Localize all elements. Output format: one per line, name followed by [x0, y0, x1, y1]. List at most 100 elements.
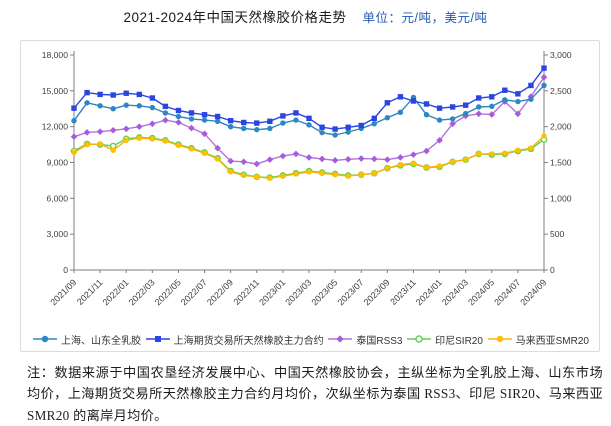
- legend-square-icon: [145, 336, 170, 342]
- data-point: [436, 105, 443, 111]
- data-point: [423, 112, 430, 118]
- data-point: [331, 157, 339, 164]
- data-point: [201, 117, 208, 123]
- series-1: [71, 65, 547, 132]
- x-axis-tick-label: 2023/01: [257, 277, 287, 307]
- data-point: [70, 133, 78, 140]
- x-axis-tick-label: 2024/07: [492, 277, 522, 307]
- data-point: [214, 156, 221, 162]
- legend-circle-icon: [33, 335, 57, 343]
- data-point: [292, 150, 300, 158]
- data-point: [410, 151, 417, 158]
- data-point: [188, 146, 195, 152]
- data-point: [397, 161, 404, 168]
- data-point: [280, 113, 286, 119]
- data-point: [306, 169, 312, 175]
- data-point: [397, 154, 404, 161]
- x-axis-tick-label: 2024/03: [440, 277, 470, 307]
- legend-label: 马来西亚SMR20: [515, 335, 589, 347]
- left-axis-tick-label: 0: [63, 265, 68, 275]
- data-point: [345, 124, 351, 130]
- x-axis-tick-label: 2022/11: [232, 277, 262, 307]
- data-point: [397, 94, 404, 100]
- data-point: [110, 147, 116, 154]
- data-point: [436, 117, 443, 123]
- data-point: [71, 105, 77, 111]
- x-axis-tick-label: 2024/09: [518, 277, 548, 307]
- data-point: [423, 101, 430, 107]
- data-point: [306, 115, 312, 122]
- data-point: [514, 110, 522, 118]
- legend-label: 上海期货交易所天然橡胶主力合约: [173, 335, 324, 347]
- x-axis-tick-label: 2023/05: [309, 277, 339, 307]
- unit-label: 单位：元/吨，美元/吨: [362, 11, 488, 25]
- data-point: [397, 109, 404, 116]
- data-point: [149, 136, 156, 142]
- right-axis-tick-label: 1,500: [550, 158, 572, 168]
- data-point: [84, 100, 90, 106]
- x-axis-tick-label: 2023/07: [336, 277, 366, 307]
- legend-label: 印尼SIR20: [435, 335, 483, 347]
- data-point: [332, 132, 338, 138]
- data-point: [371, 115, 377, 122]
- data-point: [162, 116, 169, 124]
- data-point: [318, 155, 326, 163]
- data-point: [136, 135, 142, 141]
- x-axis-tick-label: 2022/07: [179, 277, 209, 307]
- data-point: [97, 91, 103, 98]
- data-point: [96, 128, 104, 135]
- data-point: [188, 124, 195, 132]
- data-point: [241, 172, 247, 179]
- data-point: [214, 113, 221, 120]
- x-axis-tick-label: 2021/11: [75, 277, 105, 307]
- x-axis-tick-label: 2023/09: [362, 277, 392, 307]
- data-point: [279, 152, 287, 160]
- data-point: [136, 91, 142, 98]
- data-point: [384, 115, 391, 121]
- data-point: [449, 159, 456, 165]
- data-point: [266, 156, 274, 163]
- data-point: [241, 125, 247, 132]
- data-point: [540, 73, 548, 81]
- data-point: [410, 98, 417, 104]
- data-point: [253, 160, 261, 168]
- data-point: [489, 94, 495, 100]
- right-axis-tick-label: 1,000: [550, 193, 572, 203]
- legend-marker: [496, 335, 503, 343]
- data-point: [436, 163, 443, 169]
- left-axis-tick-label: 12,000: [42, 122, 69, 132]
- data-point: [109, 126, 117, 134]
- x-axis-tick-label: 2021/09: [48, 277, 78, 307]
- data-point: [358, 171, 364, 178]
- data-point: [267, 175, 273, 181]
- legend-open-circle-icon: [407, 335, 432, 343]
- data-point: [502, 150, 508, 156]
- x-axis-tick-label: 2023/03: [283, 277, 313, 307]
- data-point: [267, 118, 273, 124]
- left-axis-tick-label: 18,000: [42, 50, 69, 60]
- data-point: [489, 103, 495, 110]
- data-point: [462, 110, 469, 117]
- data-point: [162, 103, 169, 110]
- data-point: [319, 129, 325, 136]
- data-point: [541, 65, 547, 71]
- data-point: [462, 102, 469, 108]
- data-point: [476, 151, 482, 157]
- data-point: [254, 174, 260, 180]
- data-point: [280, 120, 286, 126]
- data-point: [384, 156, 391, 163]
- series-4: [71, 133, 547, 181]
- chart-container: 0 3,000 6,000 9,000 12,000 15,000 18,000 0 500 1,…: [20, 40, 600, 352]
- legend-label: 泰国RSS3: [356, 335, 403, 347]
- data-point: [305, 154, 313, 161]
- data-point: [476, 95, 482, 101]
- data-point: [254, 126, 260, 133]
- data-point: [476, 104, 482, 110]
- data-point: [462, 156, 469, 163]
- data-point: [175, 107, 182, 114]
- data-point: [436, 136, 443, 144]
- legend-item-3: 印尼SIR20: [407, 332, 483, 347]
- data-point: [528, 82, 534, 89]
- data-point: [371, 120, 377, 127]
- chart-legend: 上海、山东全乳胶 上海期货交易所天然橡胶主力合约 泰国RSS3 印尼SIR20 马来西亚…: [33, 329, 589, 349]
